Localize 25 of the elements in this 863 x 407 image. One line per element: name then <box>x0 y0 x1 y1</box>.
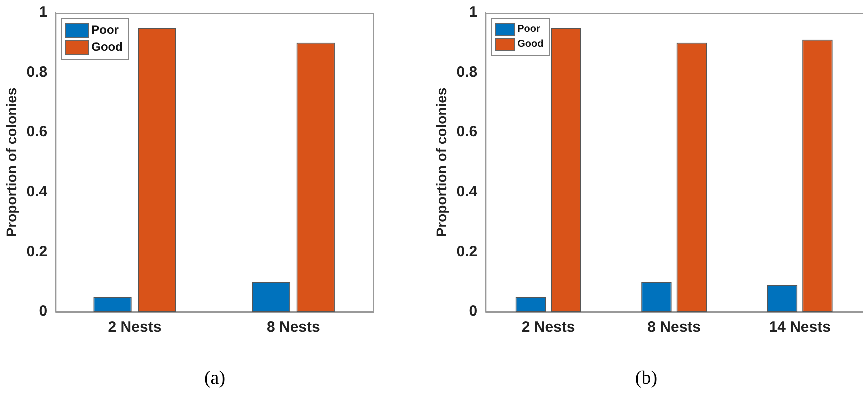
y-tick-label: 0.6 <box>456 124 478 141</box>
y-tick-label: 1 <box>469 4 478 22</box>
x-tick-label: 2 Nests <box>108 319 162 336</box>
text: (a) <box>203 368 227 390</box>
y-axis-title: Proportion of colonies <box>3 88 20 238</box>
legend-label: Poor <box>518 23 540 37</box>
x-tick-label: 8 Nests <box>648 319 702 336</box>
legend-label: Poor <box>92 22 119 39</box>
x-tick-label: 14 Nests <box>769 319 831 336</box>
legend-label: Good <box>518 38 544 52</box>
y-tick-label: 0.6 <box>26 124 48 141</box>
y-tick-label: 0 <box>469 303 478 320</box>
y-tick-label: 0.4 <box>456 184 478 201</box>
y-axis-title: Proportion of colonies <box>433 88 450 238</box>
x-tick-label: 8 Nests <box>266 319 320 336</box>
y-tick-label: 0.8 <box>456 64 478 81</box>
y-tick-label: 0 <box>39 303 48 320</box>
text: (b) <box>634 368 659 390</box>
x-tick-label: 2 Nests <box>522 319 576 336</box>
legend-label: Good <box>92 39 123 56</box>
y-tick-label: 0.2 <box>456 243 478 260</box>
y-tick-label: 0.2 <box>26 243 48 260</box>
y-tick-label: 0.8 <box>26 64 48 81</box>
y-tick-label: 0.4 <box>26 184 48 201</box>
y-tick-label: 1 <box>39 4 48 22</box>
